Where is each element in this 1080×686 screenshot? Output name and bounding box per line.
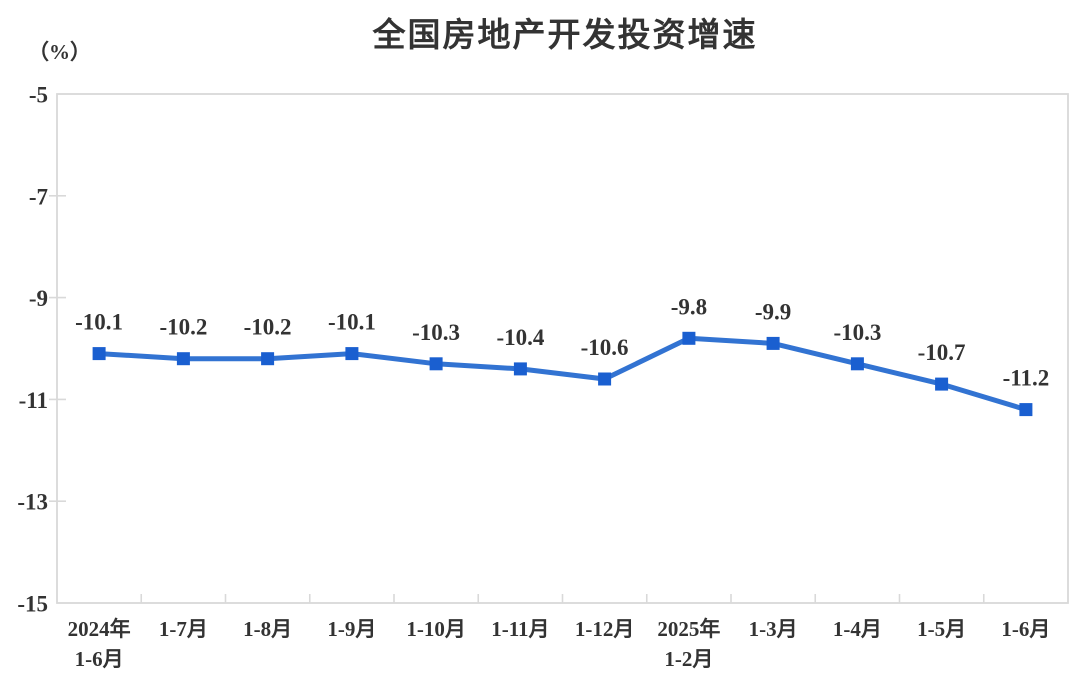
series-line — [96, 335, 1029, 413]
data-point-marker — [176, 352, 190, 366]
data-label: -10.1 — [75, 310, 123, 335]
data-point-marker — [429, 357, 443, 371]
data-label: -10.6 — [581, 335, 629, 360]
y-axis-tick-label: -13 — [17, 490, 48, 515]
data-point-marker — [513, 362, 527, 376]
y-axis-tick-label: -11 — [19, 388, 48, 413]
plot-area-border — [56, 93, 1069, 604]
x-axis-category-label: 1-10月 — [406, 617, 466, 641]
x-axis-category-label: 1-11月 — [491, 617, 549, 641]
x-axis-category-label: 2025年 — [657, 617, 720, 641]
data-label: -11.2 — [1003, 366, 1050, 391]
data-label: -9.9 — [755, 299, 791, 324]
data-point-marker — [345, 347, 359, 361]
chart-title: 全国房地产开发投资增速 — [372, 16, 758, 53]
data-point-marker — [92, 347, 106, 361]
x-axis-category-label: 1-4月 — [833, 617, 882, 641]
y-axis-unit-label: （%） — [28, 40, 91, 64]
data-point-marker — [261, 352, 275, 366]
x-axis-category-label: 1-3月 — [749, 617, 798, 641]
data-point-marker — [935, 377, 949, 391]
data-point-marker — [850, 357, 864, 371]
data-label: -10.3 — [412, 320, 460, 345]
data-point-marker — [598, 372, 612, 386]
x-axis-category-label: 1-6月 — [1001, 617, 1050, 641]
x-axis-category-label: 1-8月 — [243, 617, 292, 641]
data-point-marker — [766, 336, 780, 350]
x-axis-category-label-line2: 1-6月 — [75, 647, 124, 671]
data-label: -9.8 — [671, 294, 707, 319]
y-axis-tick-label: -15 — [17, 592, 48, 617]
data-label: -10.1 — [328, 310, 376, 335]
data-label: -10.4 — [496, 325, 544, 350]
data-label: -10.7 — [918, 340, 966, 365]
x-axis-category-label: 1-5月 — [917, 617, 966, 641]
data-label: -10.3 — [833, 320, 881, 345]
data-label: -10.2 — [159, 315, 207, 340]
data-label: -10.2 — [244, 315, 292, 340]
x-axis-category-label: 1-12月 — [575, 617, 635, 641]
y-axis-tick-label: -9 — [29, 286, 48, 311]
x-axis-category-label-line2: 1-2月 — [664, 647, 713, 671]
y-axis-tick-label: -7 — [29, 184, 48, 209]
y-axis-tick-label: -5 — [29, 83, 48, 108]
x-axis-category-label: 1-9月 — [327, 617, 376, 641]
data-point-marker — [1019, 403, 1033, 417]
x-axis-category-label: 1-7月 — [159, 617, 208, 641]
x-axis-category-label: 2024年 — [68, 617, 131, 641]
data-point-marker — [682, 331, 696, 345]
